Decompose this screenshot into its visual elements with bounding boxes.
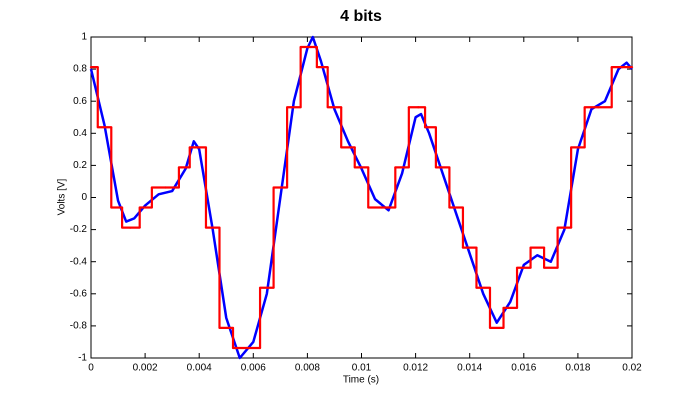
plot-frame	[90, 36, 633, 359]
x-tick-label: 0.014	[457, 363, 482, 374]
y-tick-label: 0.2	[73, 160, 87, 171]
x-tick-label: 0.006	[241, 363, 266, 374]
x-tick-label: 0.016	[511, 363, 536, 374]
y-tick-label: 0	[81, 192, 87, 203]
y-tick-label: 0.4	[73, 128, 87, 139]
y-tick-label: -0.8	[70, 321, 88, 332]
y-tick-label: -0.6	[70, 288, 88, 299]
y-tick-label: 0.8	[73, 64, 87, 75]
x-tick-label: 0.018	[565, 363, 590, 374]
y-tick-label: -1	[78, 353, 87, 364]
x-tick-label: 0.008	[295, 363, 320, 374]
x-tick-label: 0.02	[622, 363, 642, 374]
y-tick-label: -0.2	[70, 224, 88, 235]
x-tick-label: 0.01	[352, 363, 372, 374]
data-line	[89, 35, 633, 360]
x-tick-label: 0.002	[133, 363, 158, 374]
y-tick-label: -0.4	[70, 256, 88, 267]
y-tick-label: 1	[81, 32, 87, 43]
y-axis-label: Volts [V]	[57, 178, 68, 215]
x-tick-label: 0.012	[403, 363, 428, 374]
y-tick-label: 0.6	[73, 96, 87, 107]
x-axis-label: Time (s)	[343, 375, 379, 386]
x-tick-label: 0.004	[187, 363, 212, 374]
chart-title: 4 bits	[340, 8, 382, 25]
x-tick-label: 0	[88, 363, 94, 374]
